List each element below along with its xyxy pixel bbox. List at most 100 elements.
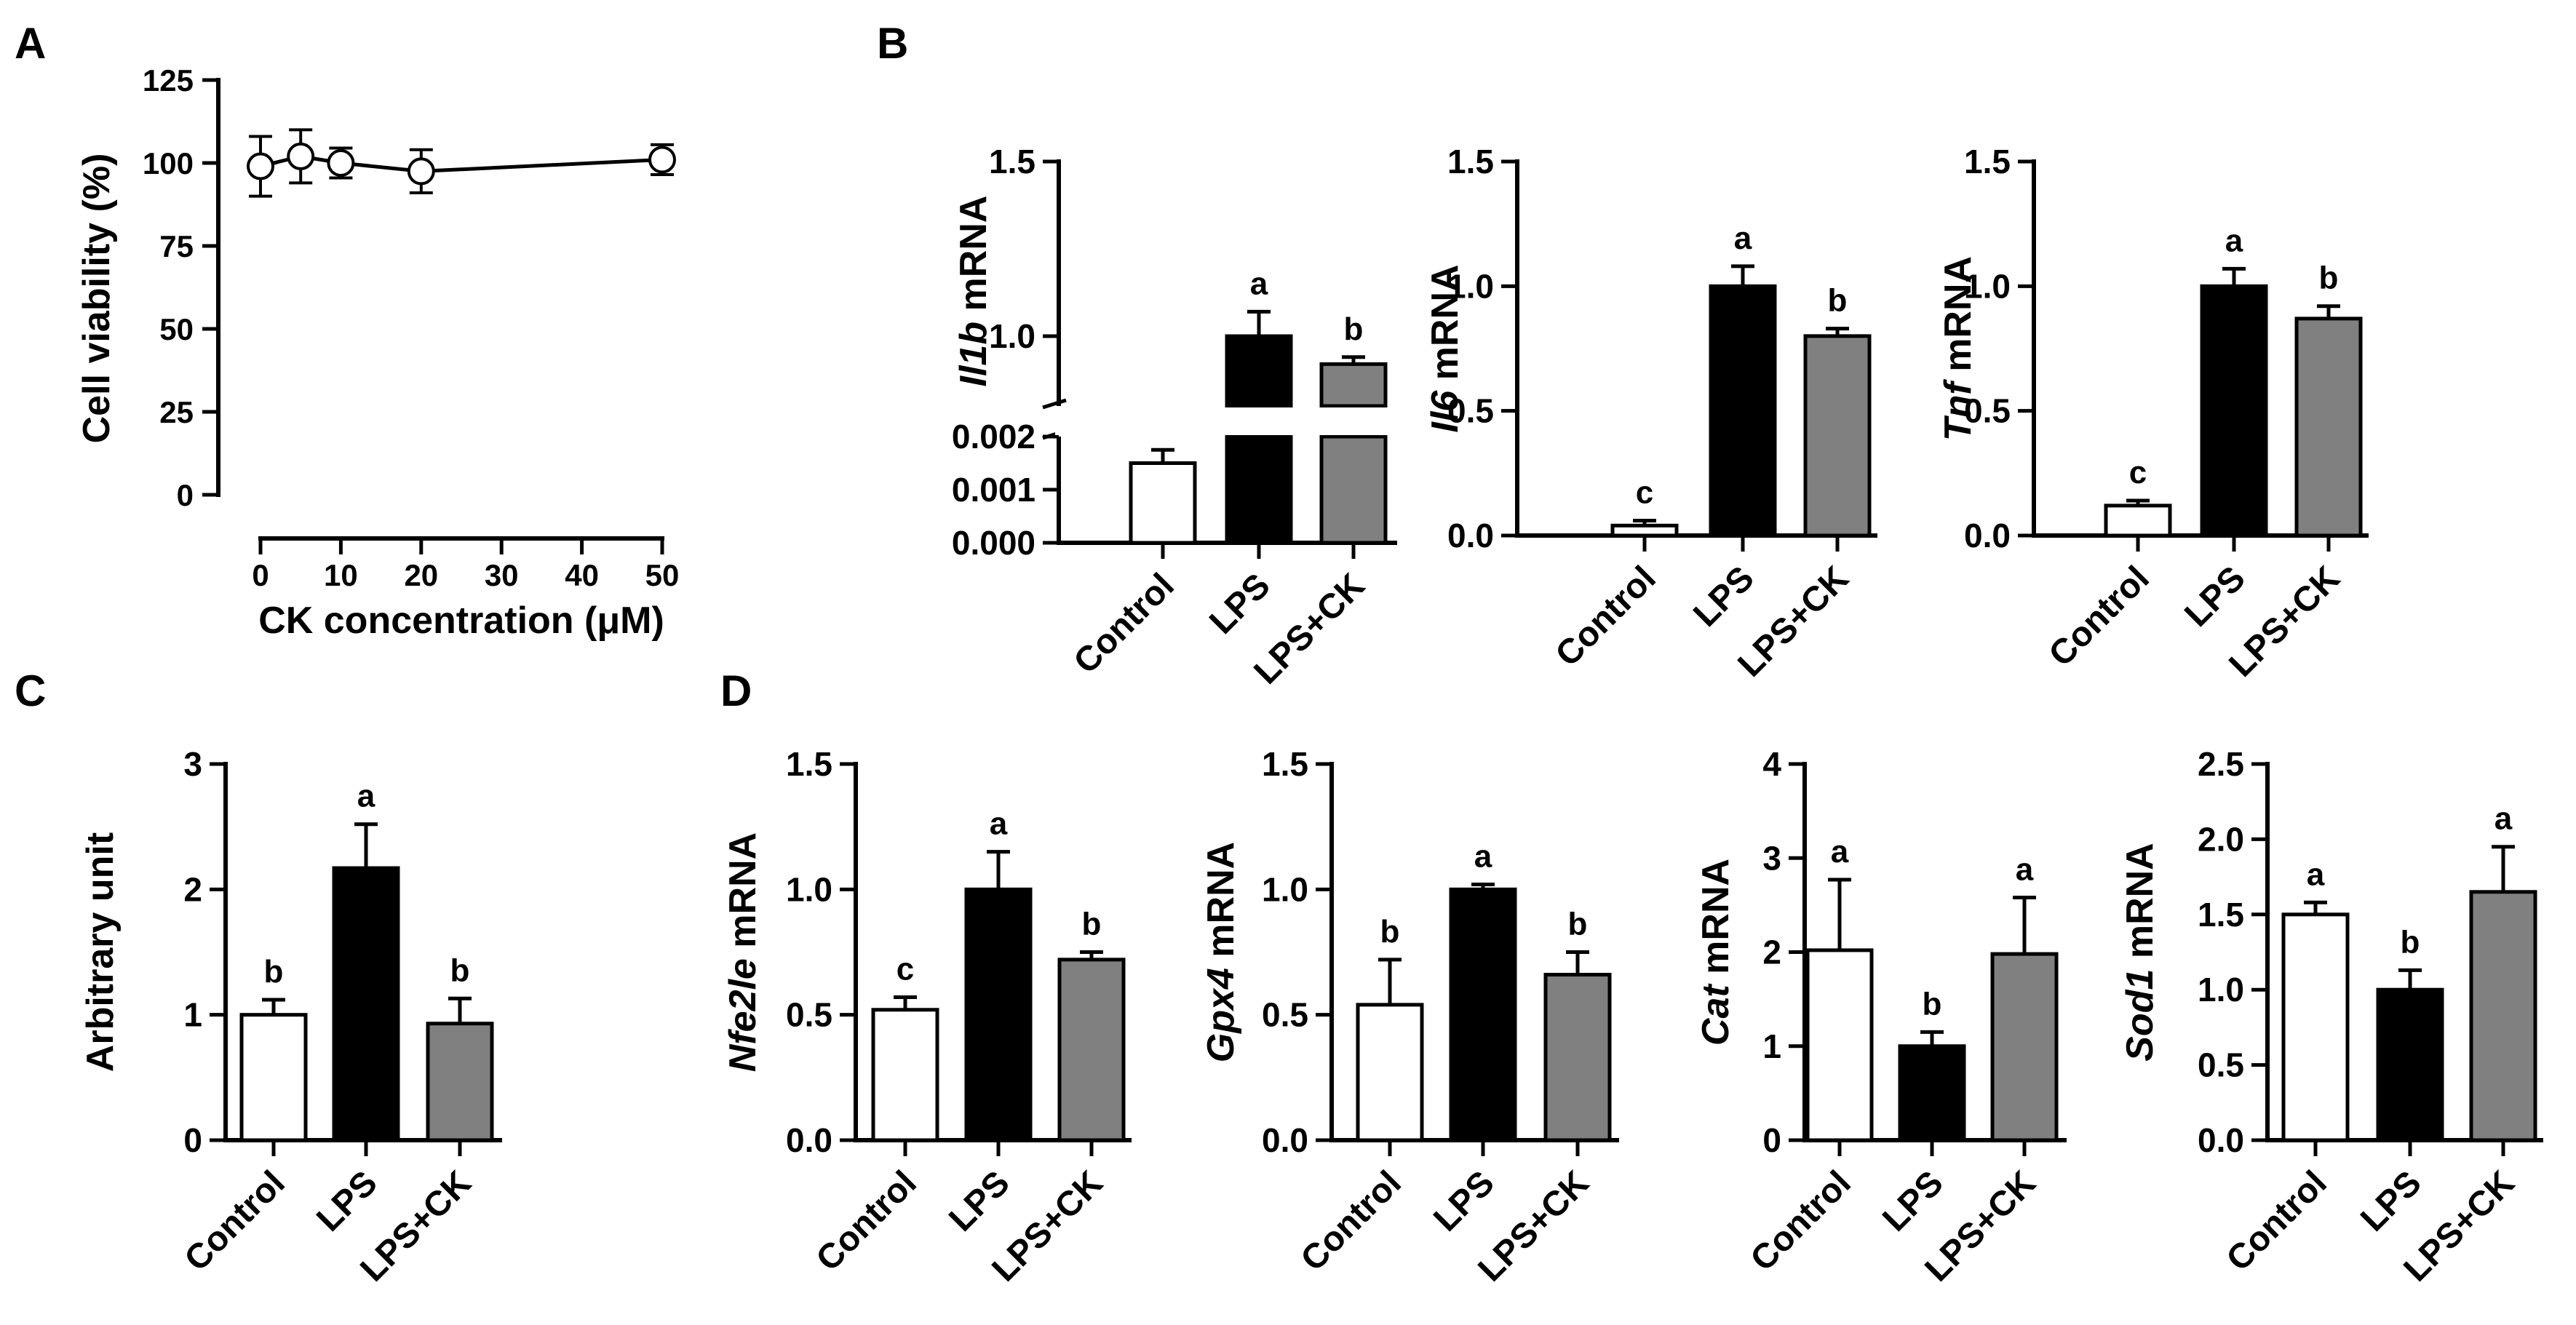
b1-bar-lower-1: [1225, 434, 1293, 545]
d3-sig-letter-0: a: [1831, 834, 1849, 870]
d1-y-tick-label-1: 0.5: [786, 996, 832, 1034]
c-bar-1: [332, 866, 400, 1142]
a-y-tick-label-4: 100: [143, 146, 194, 180]
c-x-tick-label-0: Control: [178, 1163, 293, 1278]
d3-sig-letter-1: b: [1923, 986, 1942, 1022]
b1-y-tick-label-lower-0: 0.000: [952, 524, 1035, 562]
d3-x-tick-label-0: Control: [1744, 1163, 1859, 1278]
d1-bar-0: [871, 1008, 939, 1142]
c-y-axis-label-text: Arbitrary unit: [79, 832, 122, 1072]
d4-x-tick-label-0: Control: [2219, 1163, 2334, 1278]
d4-y-tick-label-4: 2.0: [2198, 820, 2244, 858]
a-data-point-3: [407, 157, 435, 186]
a-series-line: [260, 154, 663, 173]
d4-y-axis-label-text: mRNA: [2119, 843, 2161, 968]
b1-y-axis-label: Il1b mRNA: [953, 196, 995, 387]
d4-sig-letter-1: b: [2401, 924, 2420, 960]
d1-y-axis-label-gene: Nfe2le: [722, 958, 764, 1072]
d4-y-tick-label-5: 2.5: [2198, 745, 2244, 783]
d4-x-tick-label-1: LPS: [2353, 1163, 2428, 1238]
b1-axis-break-gap: [1055, 407, 1397, 435]
d2-y-tick-label-1: 0.5: [1262, 996, 1308, 1034]
b3-y-tick-label-1: 0.5: [1964, 392, 2011, 430]
b3-sig-letter-2: b: [2319, 260, 2339, 296]
c-y-tick-label-3: 3: [183, 745, 202, 783]
d4-sig-letter-0: a: [2307, 856, 2325, 892]
d1-y-tick-label-0: 0.0: [786, 1121, 832, 1159]
d1-sig-letter-1: a: [990, 806, 1008, 842]
d2-y-tick-label-3: 1.5: [1262, 745, 1308, 783]
d4-y-tick-label-1: 0.5: [2198, 1046, 2244, 1084]
b3-sig-letter-0: c: [2129, 455, 2147, 490]
d2-sig-letter-2: b: [1568, 907, 1588, 942]
d4-y-axis-label-gene: Sod1: [2119, 969, 2161, 1062]
d1-y-axis-label: Nfe2le mRNA: [722, 832, 764, 1072]
d4-y-tick-label-0: 0.0: [2198, 1121, 2244, 1159]
d3-y-tick-label-4: 4: [1762, 745, 1781, 783]
a-data-point-0: [247, 152, 274, 180]
a-y-tick-label-5: 125: [143, 63, 194, 98]
b1-y-tick-label-lower-1: 0.001: [952, 471, 1035, 509]
a-data-point-2: [327, 149, 355, 177]
b3-bar-0: [2104, 504, 2172, 538]
c-y-tick-label-1: 1: [183, 996, 202, 1034]
b3-y-tick-label-3: 1.5: [1964, 143, 2011, 180]
a-x-tick-label-3: 30: [485, 558, 519, 592]
d1-y-tick-label-2: 1.0: [786, 870, 832, 908]
d2-y-tick-label-0: 0.0: [1262, 1121, 1308, 1159]
a-y-tick-label-0: 0: [177, 478, 194, 512]
b3-y-tick-label-2: 1.0: [1964, 267, 2011, 305]
a-x-tick-label-1: 10: [324, 558, 358, 592]
d3-bar-2: [1990, 952, 2059, 1142]
c-y-axis-label: Arbitrary unit: [79, 832, 122, 1072]
c-y-tick-label-2: 2: [183, 870, 202, 908]
d4-y-tick-label-2: 1.0: [2198, 971, 2244, 1008]
d2-sig-letter-0: b: [1380, 914, 1400, 950]
a-x-tick-label-0: 0: [252, 558, 269, 592]
b2-sig-letter-0: c: [1636, 474, 1653, 510]
d2-bar-0: [1356, 1003, 1424, 1142]
c-sig-letter-2: b: [450, 952, 470, 988]
d3-bar-1: [1898, 1044, 1966, 1142]
a-y-tick-label-3: 75: [159, 229, 194, 263]
b2-y-axis-label-text: mRNA: [1424, 264, 1466, 390]
b2-y-tick-label-3: 1.5: [1447, 143, 1494, 180]
c-sig-letter-0: b: [264, 954, 284, 990]
c-bar-2: [426, 1022, 494, 1142]
b2-y-axis-label-gene: Il6: [1424, 390, 1466, 433]
d3-y-tick-label-0: 0: [1762, 1121, 1781, 1159]
d1-bar-1: [964, 887, 1033, 1142]
c-sig-letter-1: a: [357, 779, 375, 814]
b3-x-tick-label-0: Control: [2042, 559, 2157, 674]
a-y-tick-label-1: 25: [159, 395, 194, 429]
d3-bar-0: [1805, 948, 1874, 1142]
a-x-tick-label-4: 40: [565, 558, 599, 592]
b2-y-axis-label: Il6 mRNA: [1424, 264, 1466, 432]
c-bar-0: [239, 1013, 308, 1142]
d2-bar-2: [1543, 973, 1612, 1142]
b1-bar-0: [1129, 461, 1197, 545]
d3-y-tick-label-1: 1: [1762, 1027, 1781, 1065]
b1-bar-upper-2: [1319, 362, 1388, 408]
b1-sig-letter-1: a: [1250, 266, 1268, 301]
d2-y-axis-label: Gpx4 mRNA: [1200, 842, 1242, 1062]
b1-y-tick-label-lower-2: 0.002: [952, 418, 1035, 455]
d2-bar-1: [1449, 887, 1517, 1142]
d1-y-axis-label-text: mRNA: [722, 832, 764, 958]
d4-bar-2: [2469, 890, 2537, 1142]
b2-bar-2: [1803, 334, 1872, 538]
b3-y-tick-label-0: 0.0: [1964, 517, 2011, 554]
d1-x-tick-label-0: Control: [809, 1163, 924, 1278]
b1-y-tick-label-upper-0: 1.0: [989, 317, 1035, 355]
d1-bar-2: [1057, 958, 1126, 1142]
b1-bar-lower-2: [1319, 434, 1388, 545]
a-y-tick-label-2: 50: [159, 312, 194, 346]
d4-y-tick-label-3: 1.5: [2198, 896, 2244, 934]
c-y-tick-label-0: 0: [183, 1121, 202, 1159]
b1-axis-break-mark-upper: [1042, 398, 1067, 410]
panel-label-c: C: [15, 667, 46, 715]
a-y-axis-label: Cell viability (%): [76, 154, 118, 444]
b2-bar-1: [1709, 284, 1777, 538]
